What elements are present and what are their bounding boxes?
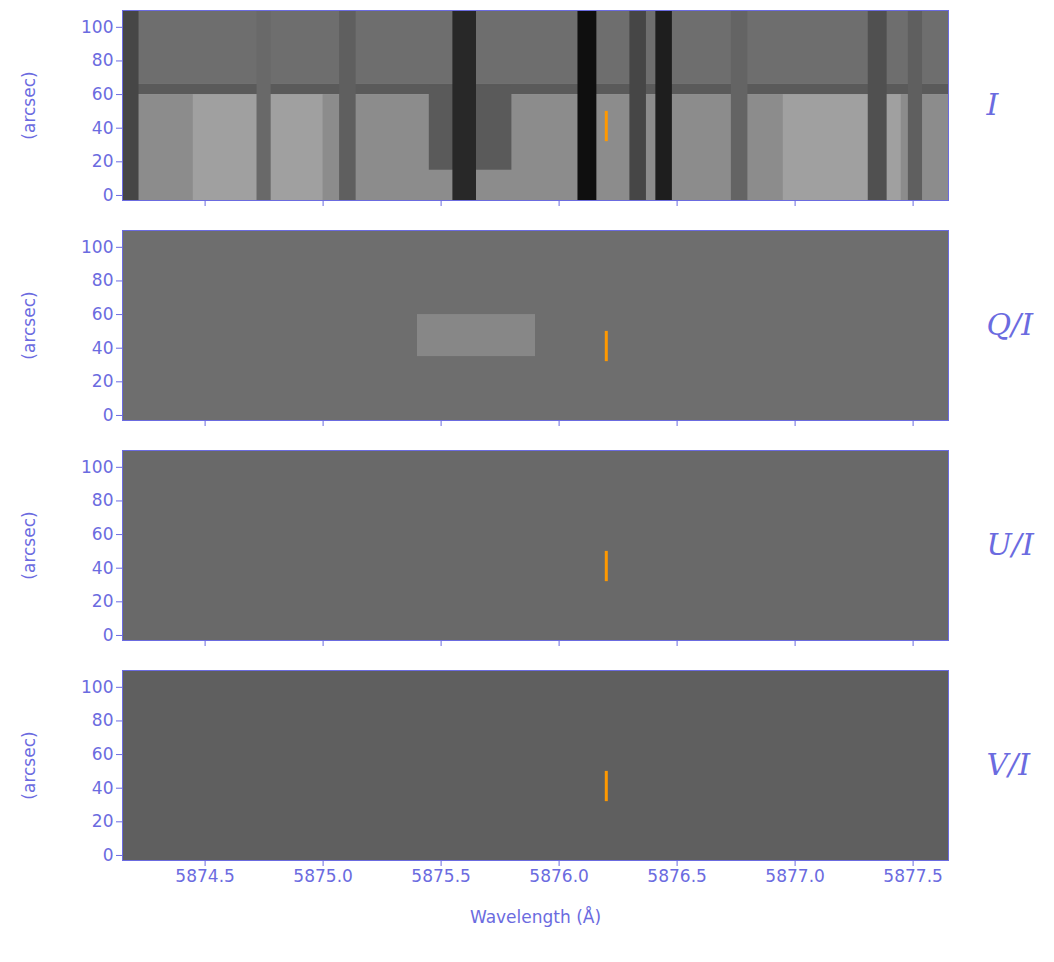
svg-text:80: 80: [92, 490, 114, 510]
svg-text:5875.5: 5875.5: [411, 866, 470, 886]
svg-text:100: 100: [81, 237, 113, 257]
svg-text:V/I: V/I: [987, 747, 1032, 782]
svg-text:I: I: [986, 87, 1000, 122]
svg-text:80: 80: [92, 270, 114, 290]
svg-text:(arcsec): (arcsec): [19, 511, 39, 579]
svg-text:5875.0: 5875.0: [293, 866, 352, 886]
svg-text:80: 80: [92, 50, 114, 70]
svg-text:20: 20: [92, 811, 114, 831]
svg-text:U/I: U/I: [987, 527, 1035, 562]
svg-text:5876.5: 5876.5: [647, 866, 706, 886]
svg-text:5877.0: 5877.0: [765, 866, 824, 886]
svg-text:Wavelength (Å): Wavelength (Å): [470, 906, 601, 927]
svg-text:60: 60: [92, 304, 114, 324]
svg-text:5877.5: 5877.5: [883, 866, 942, 886]
svg-text:60: 60: [92, 744, 114, 764]
svg-text:40: 40: [92, 118, 114, 138]
svg-text:40: 40: [92, 558, 114, 578]
svg-text:(arcsec): (arcsec): [19, 71, 39, 139]
svg-text:40: 40: [92, 338, 114, 358]
svg-text:60: 60: [92, 84, 114, 104]
svg-text:5876.0: 5876.0: [529, 866, 588, 886]
svg-text:60: 60: [92, 524, 114, 544]
svg-text:5874.5: 5874.5: [175, 866, 234, 886]
svg-text:(arcsec): (arcsec): [19, 731, 39, 799]
svg-text:0: 0: [103, 845, 114, 865]
svg-text:40: 40: [92, 778, 114, 798]
svg-text:100: 100: [81, 17, 113, 37]
svg-text:100: 100: [81, 457, 113, 477]
svg-text:0: 0: [103, 405, 114, 425]
svg-text:Q/I: Q/I: [987, 307, 1035, 342]
svg-text:80: 80: [92, 710, 114, 730]
svg-text:20: 20: [92, 371, 114, 391]
svg-text:0: 0: [103, 185, 114, 205]
svg-text:100: 100: [81, 677, 113, 697]
svg-text:0: 0: [103, 625, 114, 645]
svg-text:20: 20: [92, 591, 114, 611]
svg-text:20: 20: [92, 151, 114, 171]
svg-text:(arcsec): (arcsec): [19, 291, 39, 359]
